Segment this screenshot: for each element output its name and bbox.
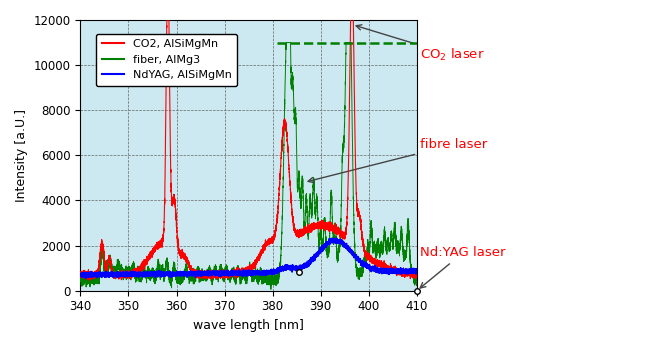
Y-axis label: Intensity [a.U.]: Intensity [a.U.]	[15, 109, 28, 202]
Legend: CO2, AlSiMgMn, fiber, AlMg3, NdYAG, AlSiMgMn: CO2, AlSiMgMn, fiber, AlMg3, NdYAG, AlSi…	[96, 34, 237, 86]
X-axis label: wave length [nm]: wave length [nm]	[193, 319, 304, 332]
Text: fibre laser: fibre laser	[308, 138, 487, 183]
Text: Nd:YAG laser: Nd:YAG laser	[420, 246, 505, 288]
Text: CO$_2$ laser: CO$_2$ laser	[356, 25, 485, 63]
